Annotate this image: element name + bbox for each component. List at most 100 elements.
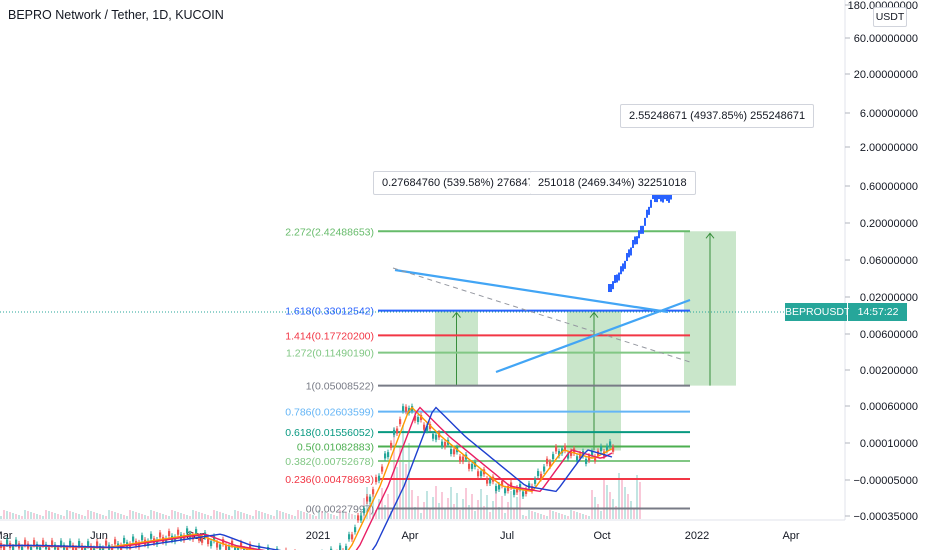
projected-bar (668, 194, 670, 203)
volume-bar (486, 495, 488, 519)
volume-bar (552, 511, 554, 519)
y-tick-label: 0.06000000 (860, 255, 918, 267)
volume-bar (24, 510, 26, 519)
volume-bar (36, 514, 38, 519)
volume-bar (603, 478, 605, 519)
volume-bar (108, 510, 110, 519)
volume-bar (351, 514, 353, 519)
volume-bar (168, 516, 170, 519)
projected-bar (624, 260, 626, 269)
volume-bar (201, 513, 203, 519)
volume-bar (63, 516, 65, 519)
candle (588, 455, 591, 461)
volume-bar (249, 515, 251, 519)
volume-bar (411, 490, 413, 519)
volume-bar (9, 512, 11, 519)
volume-bar (99, 514, 101, 519)
volume-bar (111, 511, 113, 519)
volume-bar (558, 513, 560, 519)
volume-bar (507, 502, 509, 519)
candle (105, 540, 108, 546)
volume-bar (57, 514, 59, 519)
y-tick-label: 0.02000000 (860, 292, 918, 304)
y-tick-label: −0.00035000 (853, 511, 918, 523)
candle (480, 471, 483, 477)
x-tick-label: Oct (593, 530, 610, 542)
candle (141, 535, 144, 541)
volume-bar (126, 516, 128, 519)
candle (156, 539, 159, 545)
volume-bar (339, 510, 341, 519)
volume-bar (522, 515, 524, 519)
candle (147, 540, 150, 546)
candle (66, 547, 69, 550)
candle (390, 442, 393, 448)
volume-bar (153, 511, 155, 519)
currency-unit-button[interactable]: USDT (873, 7, 907, 27)
volume-bar (207, 515, 209, 519)
candle (234, 546, 237, 550)
projected-bar (640, 225, 642, 234)
projected-bar (638, 230, 640, 239)
projected-path (608, 191, 672, 293)
volume-bar (597, 504, 599, 519)
projected-bar (648, 206, 650, 215)
volume-bar (231, 516, 233, 519)
y-tick-label: 0.00060000 (860, 401, 918, 413)
volume-bar (285, 513, 287, 519)
volume-bar (219, 512, 221, 519)
volume-bar (198, 512, 200, 519)
candle (477, 471, 480, 477)
candle (48, 547, 51, 550)
y-tick-label: 0.00600000 (860, 329, 918, 341)
volume-bar (279, 511, 281, 519)
candle (198, 535, 201, 541)
volume-bar (297, 510, 299, 519)
volume-bar (273, 516, 275, 519)
projected-bar (618, 272, 620, 281)
candle (30, 546, 33, 550)
candle (399, 419, 402, 425)
candle (381, 466, 384, 472)
candle (129, 543, 132, 549)
volume-bar (324, 512, 326, 519)
candle (435, 434, 438, 440)
volume-bar (75, 513, 77, 519)
volume-bar (102, 515, 104, 519)
volume-bar (435, 486, 437, 519)
candle (495, 486, 498, 492)
candle (489, 478, 492, 484)
projected-bar (630, 247, 632, 256)
volume-bar (141, 514, 143, 519)
projected-bar (622, 263, 624, 272)
candle (213, 535, 216, 541)
volume-bar (93, 512, 95, 519)
volume-bar (270, 515, 272, 519)
candle (21, 546, 24, 550)
volume-bar (540, 514, 542, 519)
volume-bar (264, 513, 266, 519)
volume-bar (525, 516, 527, 519)
candle (138, 542, 141, 548)
candle (3, 546, 6, 550)
volume-bar (66, 510, 68, 519)
volume-bar (441, 492, 443, 519)
measure-label-1: 0.27684760 (539.58%) 27684760 (373, 171, 555, 195)
candle (51, 540, 54, 546)
countdown-badge: 14:57:22 (849, 303, 907, 321)
volume-bar (393, 428, 395, 519)
volume-bar (18, 515, 20, 519)
volume-bar (6, 511, 8, 519)
projected-bar (664, 191, 666, 200)
measure-label-3: 2.55248671 (4937.85%) 255248671 (620, 104, 815, 128)
candle (594, 456, 597, 462)
volume-bar (369, 504, 371, 519)
candle (612, 446, 615, 452)
volume-bar (561, 514, 563, 519)
volume-bar (549, 510, 551, 519)
volume-bar (444, 509, 446, 519)
y-tick-label: 0.60000000 (860, 181, 918, 193)
volume-bar (417, 496, 419, 519)
candle (207, 539, 210, 545)
